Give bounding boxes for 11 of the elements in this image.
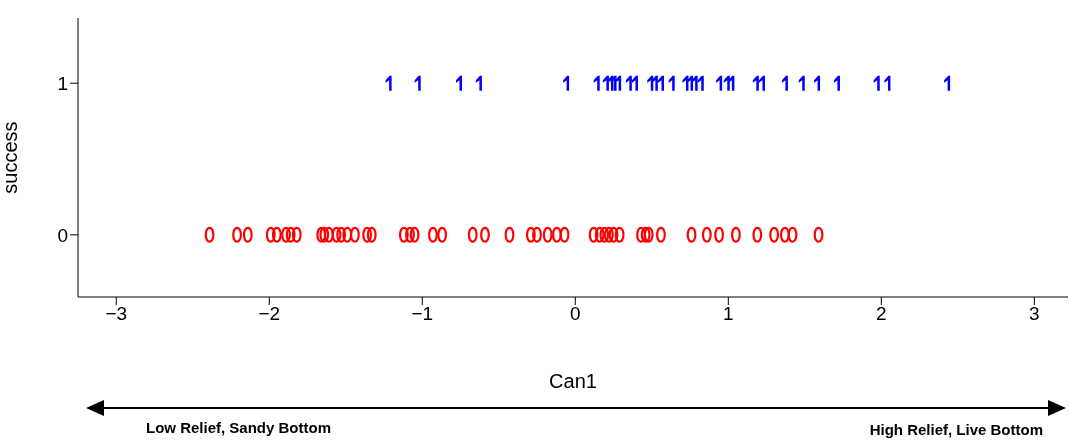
x-tick-label: 2 [876, 303, 887, 325]
x-axis-title: Can1 [549, 370, 597, 392]
x-tick-label: 0 [570, 303, 581, 325]
x-tick-label: −1 [411, 303, 434, 325]
text: Low Relief, Sandy Bottom [146, 419, 332, 436]
x-tick-label: 1 [723, 303, 734, 325]
y-axis-title: success [0, 121, 22, 194]
text: High Relief, Live Bottom [869, 421, 1043, 438]
x-tick-label: 3 [1029, 303, 1040, 325]
x-tick-label: −3 [105, 303, 128, 325]
x-tick-label: −2 [258, 303, 281, 325]
